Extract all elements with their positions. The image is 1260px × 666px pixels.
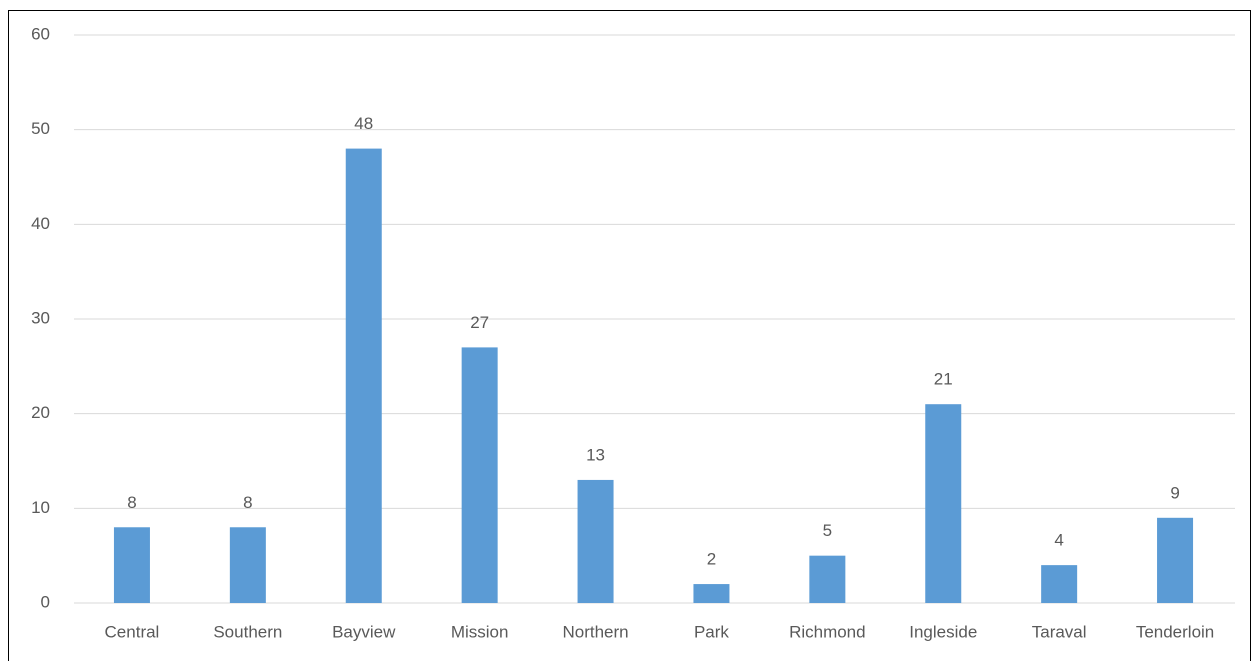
chart-border: [8, 10, 1251, 666]
bar: [925, 404, 962, 603]
bar: [1041, 565, 1078, 603]
data-label: 8: [243, 493, 252, 512]
x-tick-label: Taraval: [1032, 622, 1087, 641]
y-tick-label: 20: [31, 403, 50, 422]
data-label: 2: [707, 550, 716, 569]
x-tick-label: Southern: [213, 622, 282, 641]
bar: [461, 347, 498, 603]
data-label: 9: [1170, 483, 1179, 502]
x-tick-label: Tenderloin: [1136, 622, 1214, 641]
bar: [345, 148, 382, 603]
x-tick-label: Mission: [451, 622, 509, 641]
data-label: 21: [934, 370, 953, 389]
x-tick-label: Richmond: [789, 622, 866, 641]
data-label: 8: [127, 493, 136, 512]
bar: [809, 555, 846, 603]
bar: [113, 527, 150, 603]
y-tick-label: 30: [31, 308, 50, 327]
data-label: 48: [354, 114, 373, 133]
y-tick-label: 10: [31, 498, 50, 517]
bar: [229, 527, 266, 603]
bar: [577, 479, 614, 603]
x-tick-label: Park: [694, 622, 729, 641]
x-tick-label: Bayview: [332, 622, 396, 641]
data-label: 27: [470, 313, 489, 332]
y-tick-label: 40: [31, 214, 50, 233]
data-label: 5: [823, 521, 832, 540]
data-label: 13: [586, 445, 605, 464]
y-tick-label: 0: [41, 592, 50, 611]
x-tick-label: Northern: [562, 622, 628, 641]
x-tick-label: Ingleside: [909, 622, 977, 641]
y-tick-label: 50: [31, 119, 50, 138]
bar: [1157, 517, 1194, 603]
y-tick-label: 60: [31, 24, 50, 43]
data-label: 4: [1054, 531, 1063, 550]
bar: [693, 584, 730, 603]
x-tick-label: Central: [105, 622, 160, 641]
